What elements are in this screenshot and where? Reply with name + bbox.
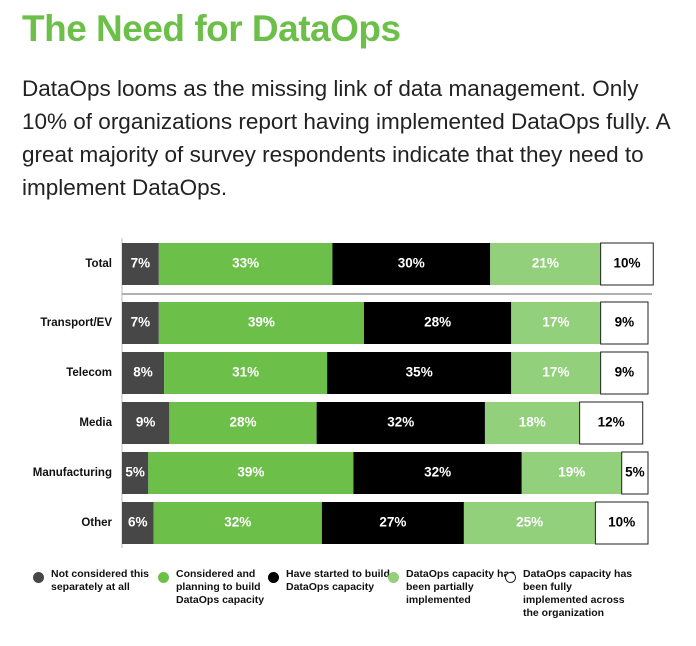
data-label: 33% <box>232 256 259 271</box>
bar-segment <box>484 402 580 444</box>
data-label: 32% <box>387 415 414 430</box>
data-label: 28% <box>424 315 451 330</box>
data-label: 17% <box>542 365 569 380</box>
bar-segment <box>463 502 596 544</box>
bar-segment <box>148 452 354 494</box>
data-label: 30% <box>398 256 425 271</box>
legend-label: DataOps capacity has been partially impl… <box>406 568 516 606</box>
bar-segment <box>122 452 149 494</box>
subtitle: DataOps looms as the missing link of dat… <box>22 76 670 200</box>
bar-segment <box>158 302 364 344</box>
title: The Need for DataOps <box>22 8 401 49</box>
data-label: 27% <box>379 515 406 530</box>
data-label: 39% <box>237 465 264 480</box>
data-label: 9% <box>136 415 156 430</box>
data-label: 5% <box>125 465 145 480</box>
bar-segment <box>321 502 464 544</box>
bar-segment <box>353 452 522 494</box>
legend-label: Have started to build DataOps capacity <box>286 568 390 593</box>
data-label: 9% <box>615 315 635 330</box>
bar-segment <box>363 302 512 344</box>
data-label: 28% <box>229 415 256 430</box>
data-label: 25% <box>516 515 543 530</box>
bar-segment <box>621 451 649 495</box>
data-label: 18% <box>519 415 546 430</box>
data-label: 19% <box>558 465 585 480</box>
category-label: Telecom <box>66 367 112 379</box>
data-label: 21% <box>532 256 559 271</box>
legend-label: Considered and planning to build DataOps… <box>176 568 265 606</box>
data-label: 35% <box>406 365 433 380</box>
data-label: 32% <box>224 515 251 530</box>
bar-segment <box>511 352 601 394</box>
data-label: 9% <box>615 365 635 380</box>
data-label: 10% <box>613 256 640 271</box>
category-label: Transport/EV <box>40 317 112 329</box>
data-label: 8% <box>133 365 153 380</box>
legend-label: Not considered this separately at all <box>51 568 150 593</box>
data-label: 31% <box>232 365 259 380</box>
legend-marker <box>268 572 279 583</box>
bar-segment <box>158 243 333 285</box>
data-label: 10% <box>608 515 635 530</box>
legend-marker <box>33 572 44 583</box>
data-label: 17% <box>542 315 569 330</box>
bar-segment <box>327 352 512 394</box>
bar-segment <box>164 352 328 394</box>
legend-label: DataOps capacity has been fully implemen… <box>523 568 633 619</box>
data-label: 39% <box>248 315 275 330</box>
bar-segment <box>579 401 644 445</box>
bar-segment <box>600 242 654 286</box>
bar-segment <box>153 502 322 544</box>
bar-segment <box>490 243 601 285</box>
bar-segment <box>122 243 159 285</box>
bar-segment <box>122 302 159 344</box>
data-label: 6% <box>128 515 148 530</box>
legend-marker <box>388 572 399 583</box>
bar-segment <box>316 402 485 444</box>
legend-marker <box>505 572 516 583</box>
bar-segment <box>600 301 649 345</box>
bar-segment <box>594 501 649 545</box>
bar-segment <box>122 352 165 394</box>
bar-segment <box>122 402 170 444</box>
data-label: 7% <box>131 256 151 271</box>
data-label: 5% <box>625 465 645 480</box>
data-label: 7% <box>131 315 151 330</box>
category-label: Manufacturing <box>33 467 112 479</box>
bar-segment <box>332 243 491 285</box>
data-label: 12% <box>598 415 625 430</box>
data-label: 32% <box>424 465 451 480</box>
category-label: Total <box>85 258 112 270</box>
category-label: Media <box>79 417 112 429</box>
bar-segment <box>511 302 601 344</box>
bar-segment <box>169 402 317 444</box>
bar-segment <box>521 452 622 494</box>
bar-segment <box>122 502 154 544</box>
legend-marker <box>158 572 169 583</box>
category-label: Other <box>81 517 112 529</box>
bar-segment <box>600 351 649 395</box>
